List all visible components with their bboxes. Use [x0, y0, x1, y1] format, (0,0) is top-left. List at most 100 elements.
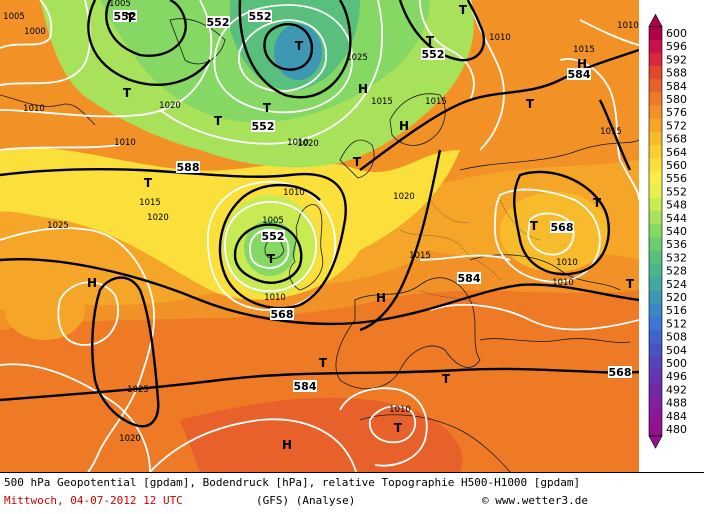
- isobar-label: 1020: [147, 213, 169, 223]
- geopotential-label: 584: [458, 272, 481, 285]
- legend-swatch: [649, 66, 662, 80]
- isobar-label: 1010: [264, 293, 286, 303]
- legend-swatch: [649, 39, 662, 54]
- caption-footer: 500 hPa Geopotential [gpdam], Bodendruck…: [0, 472, 704, 514]
- weather-map: 1005 1000 1005 1010 1010 1015 1020 1025 1010 1015…: [0, 0, 639, 472]
- legend-swatch: [649, 118, 662, 133]
- geopotential-label-bg: [261, 230, 285, 242]
- caption-description: 500 hPa Geopotential [gpdam], Bodendruck…: [4, 476, 581, 489]
- isobar-label: 1025: [127, 385, 149, 395]
- isobar-label: 1015: [371, 97, 393, 107]
- color-scale-legend: 6005965925885845805765725685645605565525…: [639, 0, 704, 472]
- isobar-label: 1015: [425, 97, 447, 107]
- legend-swatch: [649, 52, 662, 67]
- legend-label: 544: [666, 212, 687, 225]
- legend-arrow-bottom: [648, 435, 663, 449]
- legend-swatch: [649, 158, 662, 173]
- legend-swatch: [649, 105, 662, 120]
- isobar-label: 1020: [297, 139, 319, 149]
- legend-swatch: [649, 198, 662, 212]
- geopotential-label-bg: [176, 161, 200, 173]
- legend-swatch: [649, 171, 662, 186]
- isobar-label: 1020: [393, 192, 415, 202]
- caption-date: Mittwoch, 04-07-2012 12 UTC: [4, 494, 183, 507]
- isobar-label: 1025: [47, 221, 69, 231]
- legend-label: 540: [666, 225, 687, 238]
- isobar-label: 1010: [287, 138, 309, 148]
- legend-swatch: [649, 382, 662, 397]
- isobar-label: 1005: [3, 12, 25, 22]
- legend-swatch: [649, 211, 662, 225]
- geopotential-label: 568: [551, 221, 574, 234]
- legend-label: 508: [666, 331, 687, 344]
- low-pressure-marker: T: [353, 155, 362, 169]
- isobar-label: 1020: [119, 434, 141, 444]
- low-pressure-marker: T: [123, 86, 132, 100]
- geopotential-label: 552: [262, 230, 285, 243]
- legend-swatch: [649, 356, 662, 371]
- high-pressure-marker: H: [399, 119, 409, 133]
- legend-label: 576: [666, 106, 687, 119]
- isobars: [0, 0, 639, 472]
- legend-label: 580: [666, 93, 687, 106]
- high-pressure-marker: H: [376, 291, 386, 305]
- isobar-label: 1010: [489, 33, 511, 43]
- low-pressure-marker: T: [214, 114, 223, 128]
- isobar-label: 1015: [409, 251, 431, 261]
- low-pressure-marker: T: [426, 34, 435, 48]
- legend-label: 600: [666, 27, 687, 40]
- isobar-label: 1010: [617, 21, 639, 31]
- geopotential-label: 568: [609, 366, 632, 379]
- legend-label: 556: [666, 172, 687, 185]
- geopotential-label-bg: [251, 120, 275, 132]
- hot-zone-south: [180, 397, 463, 472]
- legend-swatch: [649, 145, 662, 159]
- legend-swatch: [649, 184, 662, 199]
- geopotential-label: 588: [177, 161, 200, 174]
- geopotential-label: 584: [568, 68, 591, 81]
- isobar-label: 1015: [139, 198, 161, 208]
- legend-swatch: [649, 224, 662, 239]
- legend-label: 584: [666, 80, 687, 93]
- geopotential-label-bg: [293, 380, 317, 392]
- low-pressure-marker: T: [593, 196, 602, 210]
- low-pressure-marker: T: [526, 97, 535, 111]
- legend-swatch: [649, 369, 662, 384]
- legend-swatch: [649, 409, 662, 423]
- legend-label: 548: [666, 199, 687, 212]
- high-pressure-marker: H: [282, 438, 292, 452]
- legend-label: 596: [666, 40, 687, 53]
- geopotential-label: 552: [114, 10, 137, 23]
- geopotential-label: 552: [422, 48, 445, 61]
- isobar-label: 1010: [23, 104, 45, 114]
- legend-label: 572: [666, 119, 687, 132]
- geopotential-label: 552: [252, 120, 275, 133]
- legend-label: 488: [666, 397, 687, 410]
- isobar-label: 1010: [283, 188, 305, 198]
- low-pressure-marker: T: [267, 252, 276, 266]
- legend-label: 536: [666, 238, 687, 251]
- legend-label: 532: [666, 251, 687, 264]
- atlantic-blob: [5, 280, 85, 340]
- legend-swatch: [649, 26, 662, 41]
- low-pressure-marker: T: [394, 421, 403, 435]
- geopotential-label: 568: [271, 308, 294, 321]
- caption-copyright[interactable]: © www.wetter3.de: [482, 494, 588, 507]
- legend-label: 552: [666, 185, 687, 198]
- low-pressure-marker: T: [295, 39, 304, 53]
- low-pressure-marker: T: [144, 176, 153, 190]
- legend-swatch: [649, 422, 662, 437]
- geopotential-label-bg: [248, 10, 272, 22]
- high-pressure-marker: H: [358, 82, 368, 96]
- legend-label: 528: [666, 265, 687, 278]
- legend-label: 496: [666, 370, 687, 383]
- low-pressure-marker: T: [126, 11, 135, 25]
- geopotential-label-bg: [206, 16, 230, 28]
- legend-swatch: [649, 92, 662, 107]
- legend-label: 480: [666, 423, 687, 436]
- low-pressure-marker: T: [263, 101, 272, 115]
- isobar-label: 1010: [552, 278, 574, 288]
- isobar-label: 1010: [389, 405, 411, 415]
- legend-swatch: [649, 79, 662, 93]
- legend-label: 512: [666, 317, 687, 330]
